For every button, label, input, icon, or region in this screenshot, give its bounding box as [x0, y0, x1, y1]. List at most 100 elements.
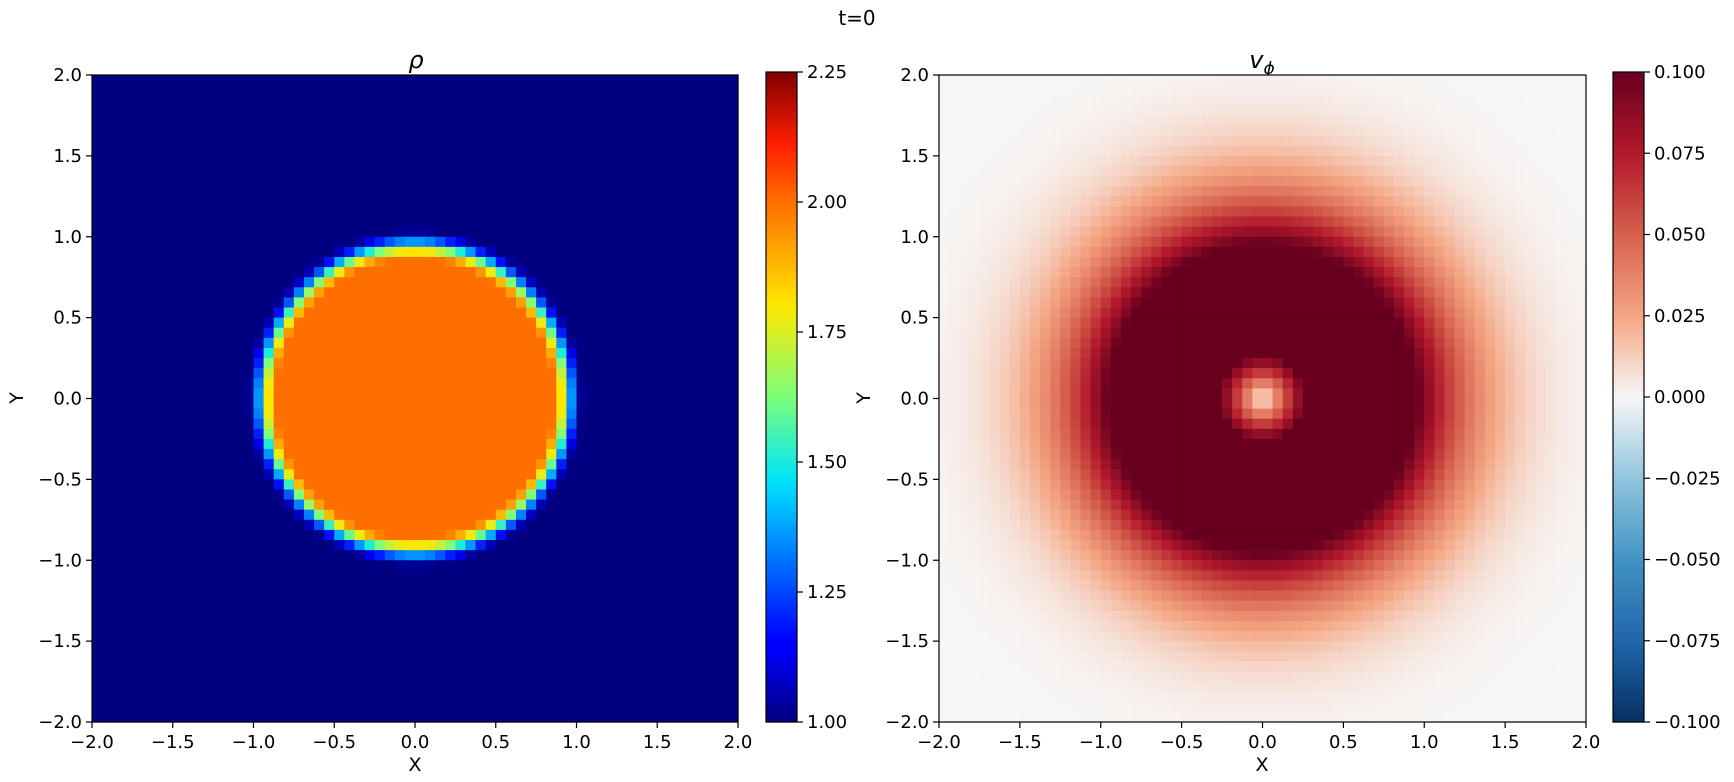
heatmap-cell: [536, 449, 547, 460]
heatmap-cell: [616, 206, 628, 218]
heatmap-cell: [233, 610, 244, 622]
heatmap-cell: [606, 347, 618, 359]
heatmap-cell: [556, 105, 567, 117]
heatmap-cell: [677, 105, 689, 117]
heatmap-cell: [374, 408, 386, 420]
heatmap-cell: [344, 519, 356, 531]
heatmap-cell: [404, 236, 416, 248]
heatmap-cell: [132, 155, 144, 167]
heatmap-cell: [667, 631, 679, 642]
heatmap-cell: [233, 236, 244, 248]
heatmap-cell: [626, 408, 638, 420]
heatmap-cell: [667, 610, 679, 622]
heatmap-cell: [415, 671, 426, 683]
heatmap-cell: [172, 408, 184, 420]
heatmap-cell: [546, 438, 557, 450]
heatmap-cell: [374, 661, 386, 673]
heatmap-cell: [697, 408, 709, 420]
heatmap-cell: [223, 570, 234, 582]
heatmap-cell: [182, 519, 194, 531]
heatmap-cell: [546, 499, 557, 511]
heatmap-cell: [1535, 105, 1547, 117]
heatmap-cell: [192, 267, 204, 278]
heatmap-cell: [465, 378, 477, 389]
heatmap-cell: [172, 196, 184, 208]
heatmap-cell: [435, 246, 446, 258]
heatmap-cell: [495, 459, 507, 470]
heatmap-cell: [576, 560, 588, 571]
heatmap-cell: [122, 398, 133, 410]
heatmap-cell: [455, 75, 467, 86]
heatmap-cell: [556, 85, 567, 96]
heatmap-cell: [1009, 135, 1021, 147]
heatmap-cell: [647, 398, 658, 410]
heatmap-cell: [142, 388, 154, 400]
heatmap-cell: [283, 368, 295, 379]
heatmap-cell: [152, 246, 164, 258]
heatmap-cell: [687, 236, 699, 248]
heatmap-cell: [616, 681, 628, 693]
heatmap-cell: [1080, 95, 1092, 106]
heatmap-cell: [374, 428, 386, 440]
heatmap-cell: [354, 620, 366, 632]
heatmap-cell: [465, 75, 477, 86]
heatmap-cell: [475, 347, 487, 359]
heatmap-cell: [596, 358, 608, 369]
heatmap-cell: [243, 378, 255, 389]
heatmap-cell: [687, 560, 699, 571]
heatmap-cell: [1029, 95, 1041, 106]
heatmap-cell: [1009, 165, 1021, 177]
heatmap-cell: [142, 610, 154, 622]
heatmap-cell: [677, 287, 689, 299]
heatmap-cell: [233, 267, 244, 278]
heatmap-cell: [102, 368, 113, 379]
heatmap-cell: [384, 256, 396, 268]
heatmap-cell: [283, 509, 295, 521]
colorbar-segment: [766, 297, 797, 303]
colorbar-segment: [766, 697, 797, 703]
heatmap-cell: [526, 95, 537, 106]
heatmap-cell: [657, 317, 668, 329]
heatmap-cell: [142, 459, 154, 470]
colorbar-segment: [766, 512, 797, 518]
heatmap-cell: [697, 236, 709, 248]
heatmap-cell: [425, 246, 436, 258]
heatmap-cell: [637, 145, 648, 157]
heatmap-cell: [243, 600, 255, 612]
heatmap-cell: [1515, 155, 1526, 167]
heatmap-cell: [586, 105, 598, 117]
heatmap-cell: [475, 711, 487, 723]
heatmap-cell: [102, 75, 113, 86]
heatmap-cell: [102, 216, 113, 228]
heatmap-cell: [1414, 125, 1425, 137]
heatmap-cell: [263, 641, 275, 652]
heatmap-cell: [959, 186, 970, 197]
colorbar-segment: [766, 587, 797, 593]
heatmap-cell: [92, 701, 103, 713]
heatmap-cell: [425, 620, 436, 632]
heatmap-cell: [283, 459, 295, 470]
heatmap-cell: [546, 347, 557, 359]
heatmap-cell: [364, 347, 376, 359]
heatmap-cell: [687, 661, 699, 673]
heatmap-cell: [626, 711, 638, 723]
heatmap-cell: [445, 236, 456, 248]
heatmap-cell: [102, 125, 113, 137]
heatmap-cell: [667, 297, 679, 309]
y-tick-label: −1.5: [38, 631, 82, 652]
heatmap-cell: [273, 631, 285, 642]
heatmap-cell: [556, 641, 567, 652]
heatmap-cell: [92, 256, 103, 268]
heatmap-cell: [394, 509, 406, 521]
heatmap-cell: [1282, 105, 1294, 117]
heatmap-cell: [707, 489, 719, 501]
heatmap-cell: [303, 570, 315, 582]
heatmap-cell: [364, 671, 376, 683]
heatmap-cell: [354, 489, 366, 501]
heatmap-cell: [505, 95, 517, 106]
heatmap-cell: [465, 610, 477, 622]
heatmap-cell: [1302, 176, 1314, 187]
heatmap-cell: [132, 469, 144, 480]
heatmap-cell: [404, 580, 416, 592]
heatmap-cell: [657, 449, 668, 460]
